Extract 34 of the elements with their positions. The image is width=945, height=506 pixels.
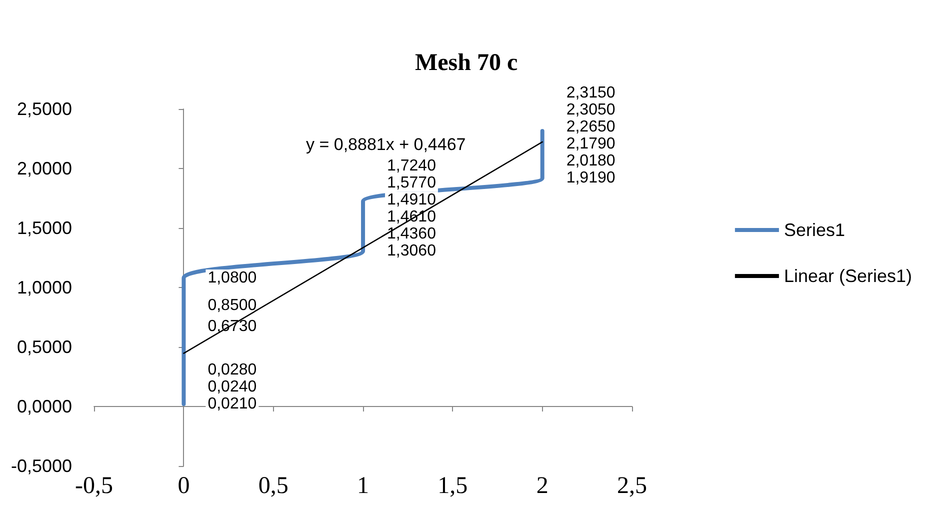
x-tick-label: 1,5	[438, 473, 468, 499]
y-tick-label: 0,0000	[16, 396, 72, 416]
x-tick-label: 2,5	[617, 473, 647, 499]
y-tick-label: 2,0000	[16, 158, 72, 178]
data-label: 1,9190	[566, 170, 616, 187]
annotation: y = 0,8881x + 0,4467	[306, 135, 466, 154]
x-tick-label: 0	[178, 473, 190, 499]
x-tick-label: 0,5	[258, 473, 288, 499]
data-label: 2,3050	[566, 102, 616, 119]
data-label: 2,0180	[566, 152, 616, 170]
chart-title: Mesh 70 c	[415, 50, 518, 76]
data-label: 1,4910	[387, 192, 436, 209]
y-tick-label: 1,0000	[16, 278, 72, 298]
data-label: 1,0800	[208, 269, 257, 286]
data-label: 1,5770	[387, 174, 436, 192]
data-label: 1,7240	[387, 158, 436, 175]
y-tick-label: -0,5000	[10, 456, 72, 476]
y-tick-label: 0,5000	[16, 337, 72, 357]
data-label: 0,8500	[208, 296, 257, 314]
data-label: 0,0240	[208, 378, 257, 396]
legend-label: Series1	[784, 220, 845, 240]
data-label: 2,2650	[566, 118, 616, 136]
data-label: 0,0280	[208, 362, 257, 378]
data-label: 1,4360	[387, 226, 436, 243]
legend-label: Linear (Series1)	[784, 266, 912, 286]
x-tick-label: 1	[357, 473, 370, 499]
x-tick-label: -0,5	[75, 473, 114, 499]
y-tick-label: 2,5000	[16, 99, 72, 119]
data-label: 1,3060	[387, 242, 436, 260]
y-tick-label: 1,5000	[16, 218, 72, 238]
data-label: 0,0210	[208, 396, 257, 412]
data-label: 2,3150	[566, 84, 616, 102]
data-label: 2,1790	[566, 136, 616, 153]
x-tick-label: 2	[536, 473, 548, 499]
